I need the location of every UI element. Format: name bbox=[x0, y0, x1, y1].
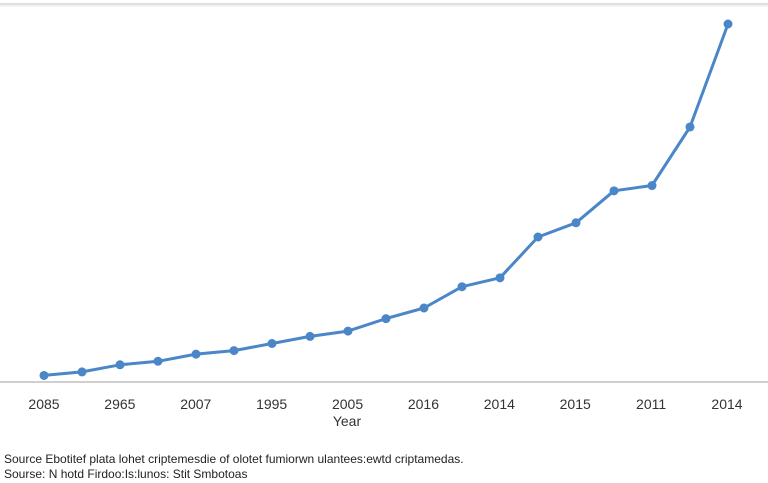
data-point-13 bbox=[495, 273, 505, 283]
data-point-9 bbox=[343, 326, 353, 336]
line-chart: 2085 2965 2007 1995 2005 2016 2014 2015 2011 2014… bbox=[0, 3, 768, 429]
data-point-16 bbox=[609, 186, 619, 196]
data-point-11 bbox=[419, 303, 429, 313]
data-point-3 bbox=[115, 360, 125, 370]
x-axis-title: Year bbox=[333, 413, 362, 429]
data-point-10 bbox=[381, 314, 391, 324]
x-tick-label-2: 2965 bbox=[104, 396, 135, 412]
data-point-19 bbox=[723, 19, 733, 29]
data-point-5 bbox=[191, 349, 201, 359]
x-tick-label-4: 1995 bbox=[256, 396, 287, 412]
x-tick-labels-group: 2085 2965 2007 1995 2005 2016 2014 2015 2011 2014 bbox=[28, 396, 742, 412]
x-tick-label-3: 2007 bbox=[180, 396, 211, 412]
x-tick-label-6: 2016 bbox=[408, 396, 439, 412]
data-point-7 bbox=[267, 339, 277, 348]
data-point-1 bbox=[39, 370, 49, 380]
data-point-18 bbox=[685, 122, 695, 132]
x-tick-label-10: 2014 bbox=[711, 396, 742, 412]
data-point-12 bbox=[457, 282, 467, 292]
x-tick-label-9: 2011 bbox=[636, 396, 666, 412]
data-point-2 bbox=[77, 367, 87, 377]
data-point-8 bbox=[305, 331, 315, 341]
data-point-6 bbox=[229, 346, 239, 356]
source-note-line-1: Source Ebotitef plata lohet criptemesdie… bbox=[4, 452, 464, 466]
data-point-14 bbox=[533, 232, 543, 242]
data-point-15 bbox=[571, 218, 581, 228]
data-point-4 bbox=[153, 356, 163, 366]
data-point-17 bbox=[647, 181, 657, 191]
x-tick-label-8: 2015 bbox=[560, 396, 591, 412]
x-tick-label-1: 2085 bbox=[28, 396, 59, 412]
data-points-group bbox=[39, 19, 733, 380]
x-tick-label-5: 2005 bbox=[332, 396, 363, 412]
source-note-line-2: Sourse: N hotd Firdoo:Is:lunos: Stit Smb… bbox=[4, 467, 248, 481]
x-tick-label-7: 2014 bbox=[484, 396, 515, 412]
